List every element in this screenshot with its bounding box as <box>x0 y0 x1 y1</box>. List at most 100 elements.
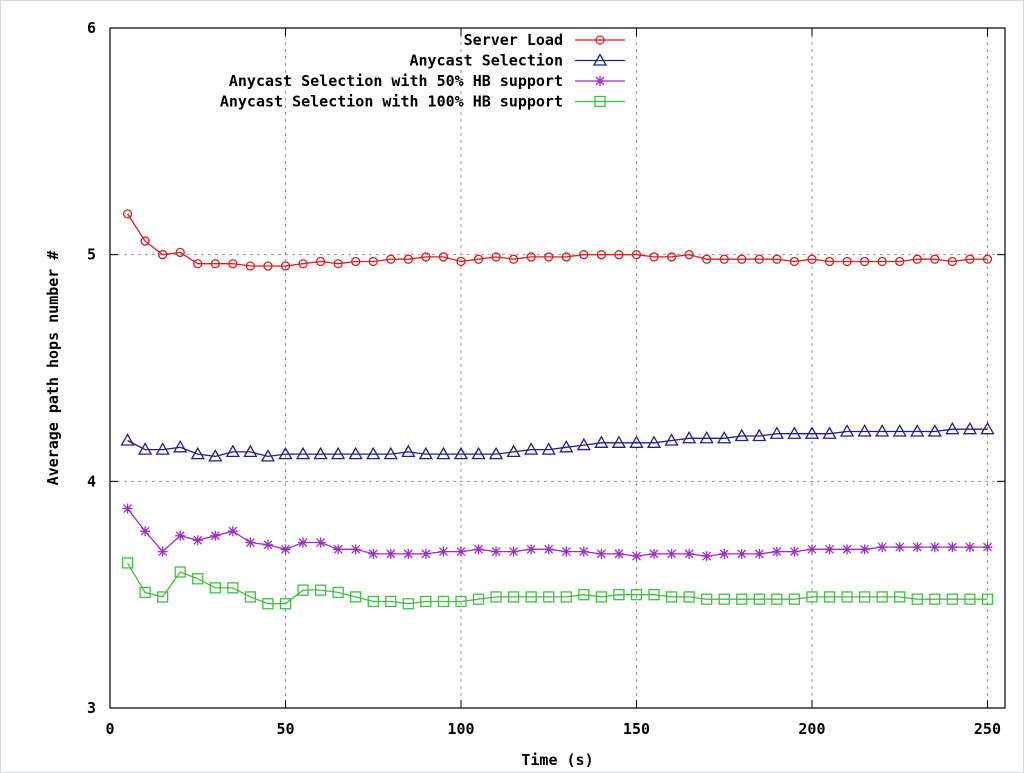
data-point <box>157 546 168 557</box>
data-point <box>788 593 801 605</box>
data-point <box>894 542 905 553</box>
data-point <box>911 593 923 605</box>
data-point <box>824 544 835 555</box>
data-point <box>681 430 697 444</box>
data-point <box>964 593 976 605</box>
legend: Server Load Anycast Selection Anycast Sele… <box>220 31 625 111</box>
data-point <box>719 254 729 264</box>
data-point <box>559 440 574 453</box>
data-point <box>789 546 800 557</box>
data-point <box>842 544 853 555</box>
data-point <box>506 444 521 458</box>
data-point <box>858 591 871 603</box>
data-point <box>875 424 890 437</box>
series-line <box>126 562 988 605</box>
data-point <box>912 254 922 264</box>
data-point <box>228 259 238 269</box>
data-point <box>350 591 362 603</box>
data-point <box>561 252 571 262</box>
data-point <box>507 591 520 603</box>
data-point <box>333 259 343 269</box>
data-point <box>754 548 765 559</box>
data-point <box>193 259 203 269</box>
legend-entry: Server Load <box>464 31 625 49</box>
data-point <box>806 544 817 555</box>
data-point <box>332 586 344 599</box>
data-point <box>383 446 398 460</box>
data-point <box>699 430 714 444</box>
data-point <box>508 546 519 557</box>
series-4 <box>121 557 994 610</box>
data-point <box>209 582 221 594</box>
data-point <box>611 435 627 448</box>
data-point <box>578 589 590 601</box>
x-tick-label: 50 <box>276 720 294 738</box>
data-point <box>822 426 837 439</box>
data-point <box>351 256 361 267</box>
legend-label: Anycast Selection <box>409 52 563 70</box>
data-point <box>594 435 609 448</box>
data-point <box>210 530 221 541</box>
data-point <box>752 428 767 442</box>
series-3 <box>122 503 993 562</box>
legend-entry: Anycast Selection with 100% HB support <box>220 93 625 111</box>
data-point <box>210 259 220 269</box>
data-point <box>225 444 240 458</box>
data-point <box>945 421 960 435</box>
data-point <box>175 530 186 541</box>
data-point <box>753 593 765 605</box>
data-point <box>173 440 188 453</box>
data-point <box>368 256 378 267</box>
data-point <box>455 595 467 608</box>
data-point <box>684 250 694 260</box>
data-point <box>491 252 501 262</box>
y-tick-label: 6 <box>87 19 96 37</box>
data-point <box>579 250 589 260</box>
legend-swatch-marker <box>595 35 605 45</box>
plot-area-border <box>109 27 1006 709</box>
data-point <box>313 446 328 460</box>
data-point <box>965 254 975 264</box>
data-point <box>964 542 975 553</box>
data-point <box>910 424 925 437</box>
data-point <box>771 546 782 557</box>
data-point <box>456 256 466 267</box>
data-point <box>895 256 905 267</box>
data-point <box>701 551 712 562</box>
data-point <box>121 557 134 569</box>
series-2 <box>120 421 995 462</box>
data-point <box>929 593 941 605</box>
legend-label: Anycast Selection with 50% HB support <box>229 72 563 90</box>
data-point <box>315 537 326 548</box>
data-point <box>491 546 502 557</box>
data-point <box>473 254 484 264</box>
data-point <box>613 548 624 559</box>
data-point <box>385 595 397 608</box>
data-point <box>243 444 258 458</box>
data-point <box>333 544 344 555</box>
data-point <box>403 548 414 559</box>
data-point <box>524 442 539 455</box>
data-point <box>806 591 818 603</box>
x-tick-label: 250 <box>974 720 1001 738</box>
x-axis-label: Time (s) <box>521 751 593 769</box>
data-point <box>453 446 469 460</box>
data-point <box>877 256 887 267</box>
data-point <box>403 254 413 264</box>
data-point <box>736 593 748 605</box>
data-point <box>754 254 764 264</box>
data-point <box>140 236 150 246</box>
data-point <box>929 542 940 553</box>
data-point <box>982 542 993 553</box>
data-point <box>122 209 133 219</box>
data-point <box>490 591 502 603</box>
data-point <box>734 428 749 442</box>
data-point <box>350 544 361 555</box>
data-point <box>263 261 273 271</box>
data-point <box>859 544 870 555</box>
data-point <box>769 426 784 439</box>
legend-label: Anycast Selection with 100% HB support <box>220 93 563 111</box>
data-point <box>525 591 537 603</box>
data-series <box>120 209 995 610</box>
data-point <box>245 537 256 548</box>
